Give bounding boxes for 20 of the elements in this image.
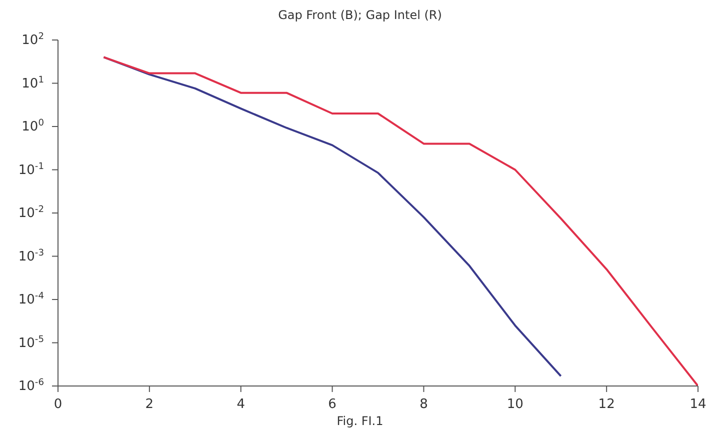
x-tick-label: 10 <box>506 397 524 412</box>
x-tick-label: 6 <box>328 397 336 412</box>
y-tick-label: 10$^{-1}$ <box>18 162 44 178</box>
y-tick-label: 10$^{-2}$ <box>18 205 44 221</box>
y-tick-label: 10$^{1}$ <box>22 75 44 92</box>
x-tick-label: 14 <box>690 397 706 412</box>
y-tick-label: 10$^{-3}$ <box>18 248 44 264</box>
y-tick-label: 10$^{-5}$ <box>18 334 44 351</box>
y-tick-label: 10$^{-6}$ <box>18 378 44 394</box>
x-tick-label: 12 <box>598 397 615 412</box>
y-tick-label: 10$^{-4}$ <box>18 292 44 308</box>
x-axis-title: Fig. FI.1 <box>336 414 384 428</box>
line-series <box>102 56 698 386</box>
x-tick-label: 0 <box>54 397 62 412</box>
x-tick-label: 8 <box>420 397 428 412</box>
x-tick-label: 4 <box>236 397 245 412</box>
y-tick-label: 10$^{0}$ <box>22 118 44 134</box>
x-tick-label: 2 <box>145 397 154 412</box>
y-tick-label: 10$^{2}$ <box>22 32 44 48</box>
chart-title: Gap Front (B); Gap Intel (R) <box>277 8 443 24</box>
